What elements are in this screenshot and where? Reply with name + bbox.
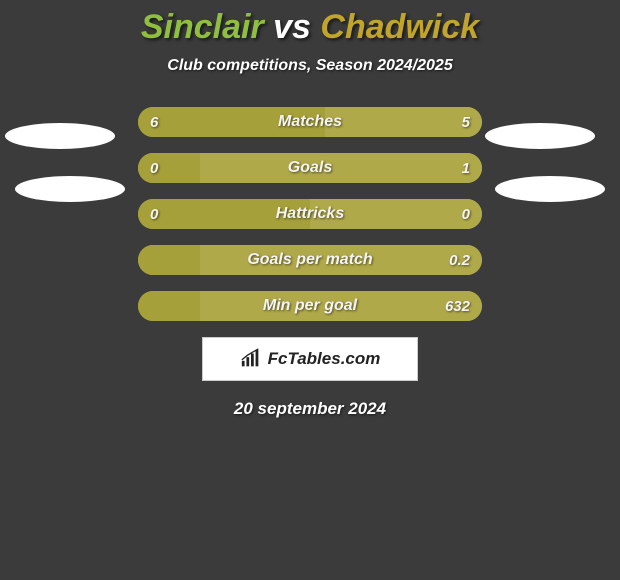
stat-row: Min per goal632 [138,291,482,321]
left-value: 0 [150,199,158,229]
subtitle: Club competitions, Season 2024/2025 [0,57,620,75]
branding-badge: FcTables.com [202,337,418,381]
stat-label: Min per goal [138,291,482,321]
comparison-title: Sinclair vs Chadwick [0,0,620,47]
stat-row: Hattricks0 0 [138,199,482,229]
right-value: 0 [462,199,470,229]
right-value: 1 [462,153,470,183]
player-ellipse [5,123,115,149]
right-value: 5 [462,107,470,137]
player-ellipse [485,123,595,149]
stat-row: Matches6 5 [138,107,482,137]
player-ellipse [495,176,605,202]
right-value: 0.2 [449,245,470,275]
stat-label: Goals per match [138,245,482,275]
stat-row: Goals0 1 [138,153,482,183]
stat-label: Matches [138,107,482,137]
date-label: 20 september 2024 [0,399,620,419]
right-value: 632 [445,291,470,321]
stat-row: Goals per match0.2 [138,245,482,275]
player2-name: Chadwick [320,8,479,46]
left-value: 6 [150,107,158,137]
player1-name: Sinclair [141,8,264,46]
left-value: 0 [150,153,158,183]
stat-label: Goals [138,153,482,183]
stat-label: Hattricks [138,199,482,229]
brand-text: FcTables.com [268,349,381,369]
bar-chart-icon [240,348,262,370]
vs-label: vs [273,8,311,46]
player-ellipse [15,176,125,202]
